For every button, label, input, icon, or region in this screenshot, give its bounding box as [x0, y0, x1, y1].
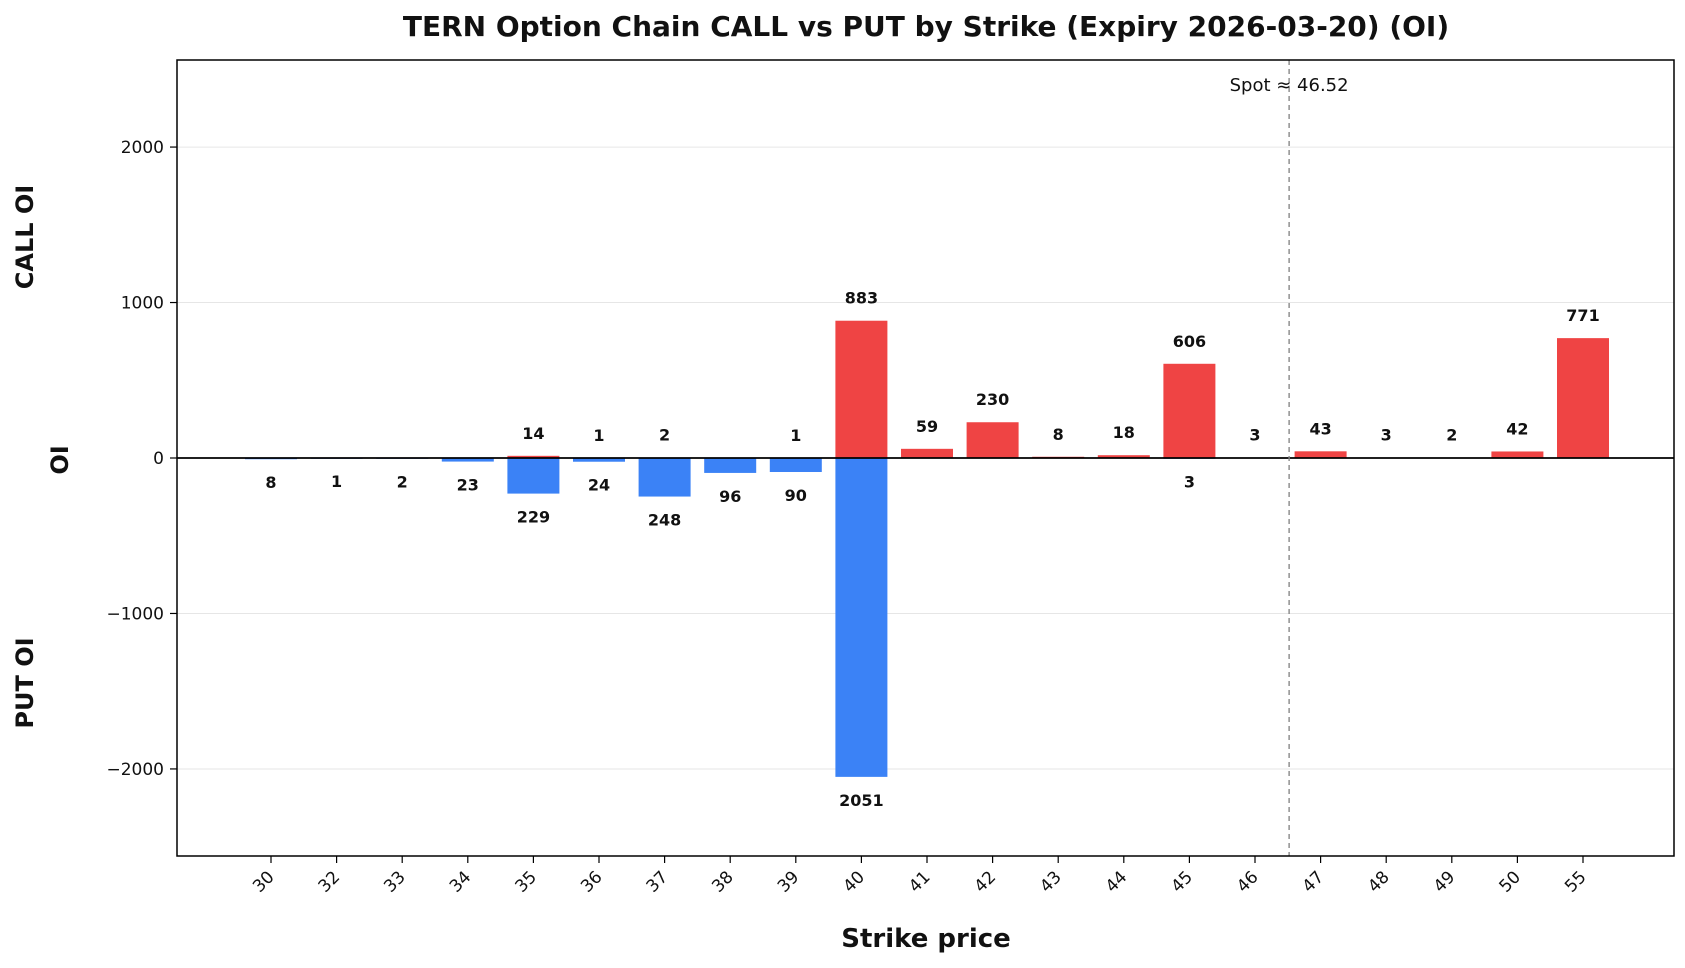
- call-side-label: CALL OI: [11, 185, 39, 289]
- x-axis-label: Strike price: [841, 924, 1011, 954]
- call-bar: [835, 320, 888, 458]
- call-value-label: 2: [659, 426, 670, 445]
- call-value-label: 43: [1309, 419, 1331, 438]
- y-tick-label: 1000: [121, 294, 164, 314]
- put-bar: [835, 458, 888, 777]
- call-value-label: 606: [1173, 332, 1206, 351]
- call-value-label: 59: [916, 417, 938, 436]
- call-value-label: 1: [593, 426, 604, 445]
- call-value-label: 883: [845, 289, 878, 308]
- call-value-label: 18: [1113, 423, 1135, 442]
- y-tick-label: 0: [153, 449, 164, 469]
- put-bar: [441, 458, 494, 462]
- call-bar: [1097, 455, 1150, 458]
- call-bar: [1557, 338, 1609, 458]
- call-bar: [1294, 451, 1347, 458]
- y-ticks: −2000 −1000 0 1000 2000: [106, 138, 177, 780]
- put-bar: [573, 458, 625, 462]
- put-value-label: 24: [588, 476, 610, 495]
- put-value-label: 1: [331, 472, 342, 491]
- put-value-label: 8: [265, 473, 276, 492]
- put-value-label: 248: [648, 511, 681, 530]
- call-value-label: 3: [1249, 426, 1260, 445]
- grid: [177, 146, 1674, 770]
- put-value-label: 96: [719, 487, 741, 506]
- put-bar: [704, 458, 757, 473]
- spot-layer: Spot ≈ 46.52: [1230, 60, 1349, 856]
- call-value-label: 1: [790, 426, 801, 445]
- call-bar: [966, 422, 1019, 458]
- call-value-label: 42: [1506, 419, 1528, 438]
- put-value-label: 23: [457, 476, 479, 495]
- spot-label: Spot ≈ 46.52: [1230, 75, 1349, 96]
- put-value-label: 90: [785, 486, 807, 505]
- y-tick-label: −1000: [106, 604, 164, 624]
- chart-title: TERN Option Chain CALL vs PUT by Strike …: [403, 10, 1449, 43]
- call-value-label: 8: [1053, 425, 1064, 444]
- call-bar: [1491, 451, 1544, 458]
- call-bar: [901, 448, 953, 458]
- put-side-label: PUT OI: [11, 637, 39, 728]
- plot-frame: [176, 59, 1675, 857]
- call-value-label: 771: [1566, 306, 1599, 325]
- call-bar: [1163, 363, 1216, 458]
- call-value-label: 230: [976, 390, 1009, 409]
- y-axis-label: OI: [46, 445, 74, 474]
- put-value-label: 2: [397, 472, 408, 491]
- put-value-label: 229: [517, 508, 550, 527]
- put-bar: [507, 458, 560, 494]
- put-value-label: 3: [1184, 472, 1195, 491]
- y-tick-label: −2000: [106, 760, 164, 780]
- put-value-label: 2051: [839, 791, 884, 810]
- put-bar: [638, 458, 691, 497]
- y-tick-label: 2000: [121, 138, 164, 158]
- call-value-label: 14: [522, 424, 544, 443]
- call-bar: [507, 455, 560, 458]
- call-value-label: 3: [1381, 426, 1392, 445]
- call-value-label: 2: [1446, 426, 1457, 445]
- put-bar: [769, 458, 822, 472]
